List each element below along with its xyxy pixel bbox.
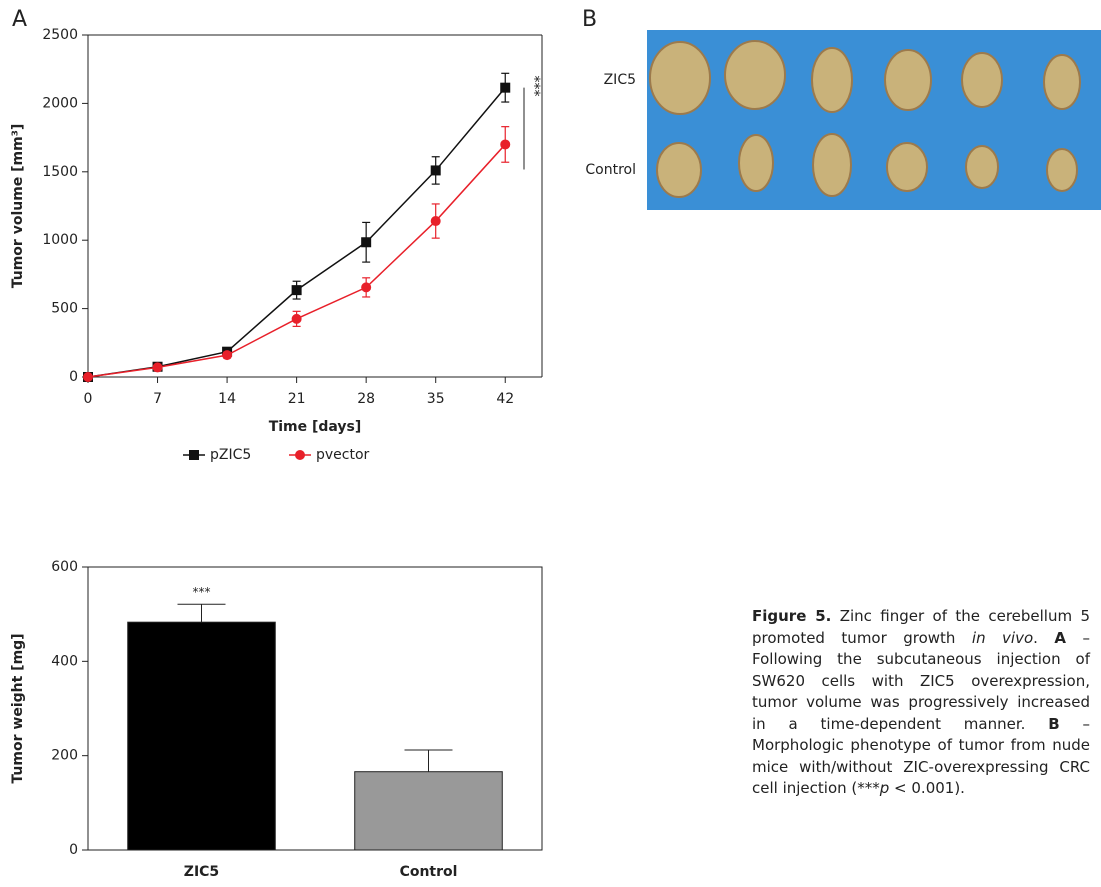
- marker: [153, 362, 163, 372]
- row-label: ZIC5: [604, 72, 636, 88]
- x-axis-label: Time [days]: [269, 419, 362, 435]
- x-tick-label: 7: [153, 391, 162, 407]
- marker: [361, 282, 371, 292]
- caption-text: .: [1033, 629, 1054, 647]
- marker: [431, 165, 441, 175]
- x-tick-label: 42: [496, 391, 514, 407]
- legend-label: pZIC5: [210, 447, 251, 463]
- bar: [355, 772, 503, 850]
- caption-text: p: [880, 779, 890, 797]
- legend-marker: [189, 450, 199, 460]
- y-tick-label: 0: [69, 369, 78, 385]
- x-tick-label: 28: [357, 391, 375, 407]
- bar: [128, 622, 276, 850]
- marker: [361, 237, 371, 247]
- x-tick-label: 14: [218, 391, 236, 407]
- y-tick-label: 0: [69, 842, 78, 858]
- y-tick-label: 2000: [42, 95, 78, 111]
- caption: Figure 5. Zinc finger of the cerebellum …: [752, 606, 1090, 800]
- y-tick-label: 2500: [42, 27, 78, 43]
- x-tick-label: Control: [400, 864, 458, 880]
- marker: [83, 372, 93, 382]
- series-line: [88, 88, 505, 377]
- marker: [292, 285, 302, 295]
- photo-background: [647, 30, 1101, 210]
- y-axis-label: Tumor volume [mm³]: [10, 124, 26, 289]
- x-tick-label: 0: [84, 391, 93, 407]
- panel-label: B: [582, 7, 597, 32]
- caption-text: in vivo: [972, 629, 1033, 647]
- y-tick-label: 600: [51, 559, 78, 575]
- caption-text: < 0.001).: [889, 779, 965, 797]
- y-tick-label: 400: [51, 653, 78, 669]
- marker: [500, 83, 510, 93]
- panel-label: A: [12, 7, 27, 32]
- marker: [292, 314, 302, 324]
- y-tick-label: 200: [51, 748, 78, 764]
- series-line: [88, 144, 505, 377]
- x-tick-label: 35: [427, 391, 445, 407]
- marker: [431, 216, 441, 226]
- legend-label: pvector: [316, 447, 370, 463]
- caption-text: Figure 5.: [752, 607, 831, 625]
- y-axis-label: Tumor weight [mg]: [10, 633, 26, 783]
- y-tick-label: 500: [51, 301, 78, 317]
- annotation: ***: [526, 76, 542, 97]
- legend-marker: [295, 450, 305, 460]
- page: {"panel_labels": ["A", "B"], "photo": {"…: [0, 0, 1101, 887]
- y-tick-label: 1000: [42, 232, 78, 248]
- x-tick-label: 21: [288, 391, 306, 407]
- caption-text: A: [1054, 629, 1066, 647]
- caption-text: B: [1048, 715, 1059, 733]
- tumor-photo: ZIC5 Control: [585, 30, 1101, 210]
- x-tick-label: ZIC5: [184, 864, 219, 880]
- marker: [222, 350, 232, 360]
- y-tick-label: 1500: [42, 164, 78, 180]
- annotation: ***: [193, 585, 211, 599]
- marker: [500, 139, 510, 149]
- row-label: Control: [585, 162, 636, 178]
